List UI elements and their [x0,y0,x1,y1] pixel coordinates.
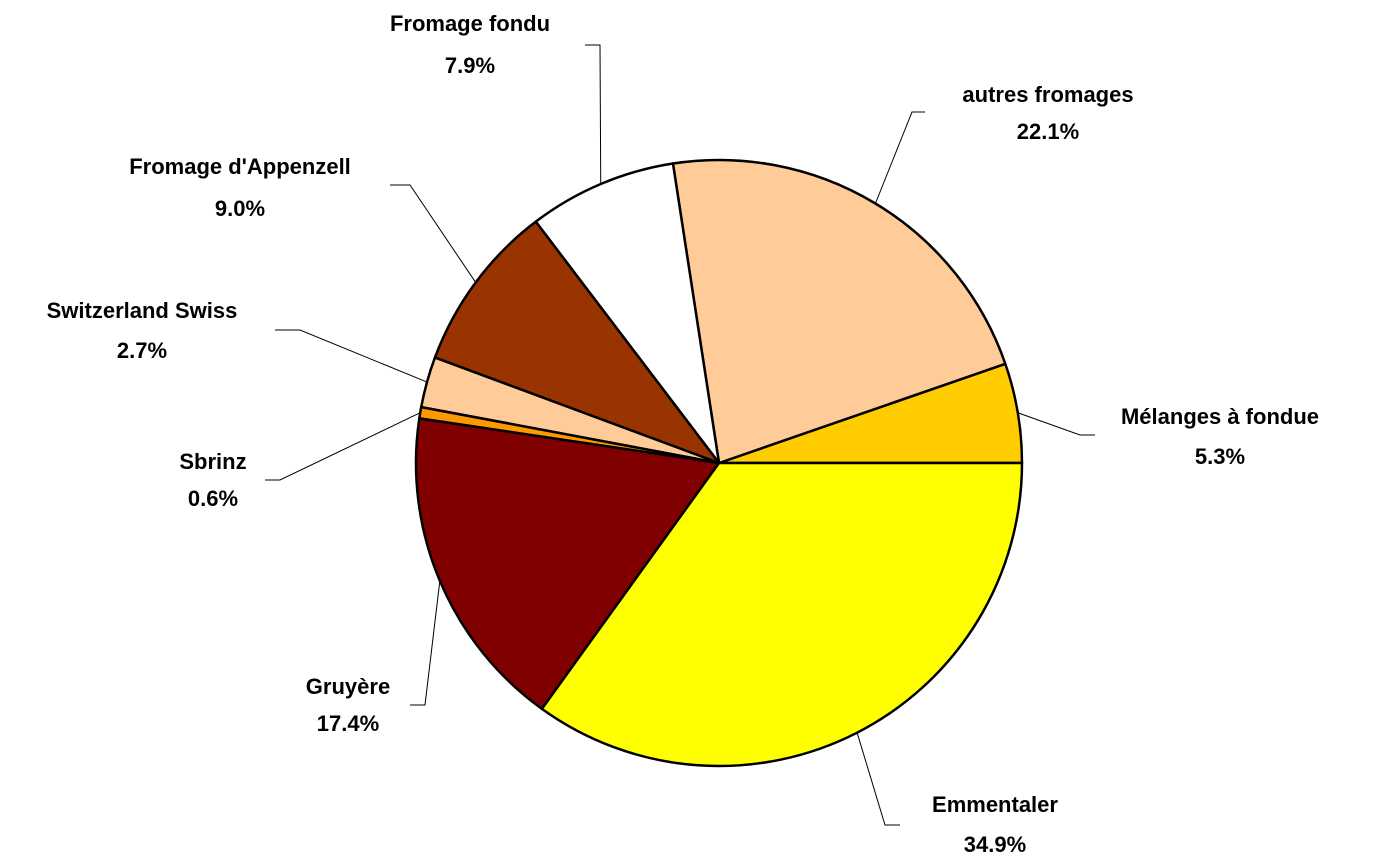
slice-value-label: 9.0% [215,196,265,221]
slice-value-label: 7.9% [445,53,495,78]
slice-label: Mélanges à fondue [1121,404,1319,429]
slice-value-label: 2.7% [117,338,167,363]
slice-label: Fromage fondu [390,11,550,36]
pie-slice [671,158,1007,465]
slice-value-label: 17.4% [317,711,379,736]
leader-line [265,412,421,481]
leader-line [856,732,900,826]
pie-slice [414,417,721,711]
leader-line [390,184,477,283]
slice-value-label: 5.3% [1195,444,1245,469]
slice-label: Fromage d'Appenzell [129,154,351,179]
leader-line [410,580,441,706]
slice-label: Sbrinz [179,449,246,474]
leader-line [275,329,428,383]
pie-slice [534,162,721,465]
leader-line [1017,412,1095,436]
pie-slice [540,461,1024,768]
slice-value-label: 34.9% [964,832,1026,856]
slice-value-label: 22.1% [1017,119,1079,144]
slice-value-label: 0.6% [188,486,238,511]
slice-label: Gruyère [306,674,390,699]
slice-label: autres fromages [962,82,1133,107]
leader-line [874,111,925,204]
slice-label: Emmentaler [932,792,1058,817]
leader-line [585,44,602,185]
slice-label: Switzerland Swiss [47,298,238,323]
